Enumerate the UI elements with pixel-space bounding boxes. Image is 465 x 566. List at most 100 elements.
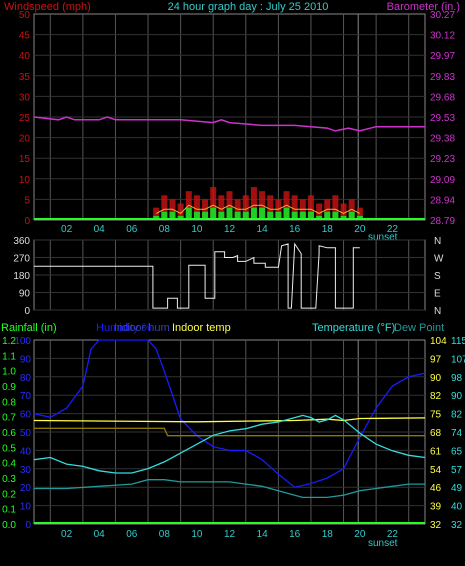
baro-tick-label: 29.53 [430, 113, 455, 124]
wind-tick-label: 25 [19, 113, 31, 124]
rain-tick-label: 0.1 [2, 505, 16, 516]
avg-wind-bar [275, 211, 282, 220]
baro-tick-label: 29.23 [430, 154, 455, 165]
indoor-temp-tick-label: 90 [430, 373, 442, 384]
rain-tick-label: 0.2 [2, 489, 16, 500]
humidity-tick-label: 100 [14, 336, 31, 347]
avg-wind-bar [291, 211, 298, 220]
rain-tick-label: 1.2 [2, 336, 16, 347]
temperature-axis-label: Temperature (°F) [312, 322, 395, 334]
x-tick-label-bottom: 06 [126, 529, 138, 540]
wind-tick-label: 10 [19, 175, 31, 186]
wind-direction-line [34, 242, 360, 309]
gust-bar [250, 187, 257, 220]
avg-wind-bar [316, 215, 323, 220]
temperature-tick-label: 82 [451, 410, 463, 421]
x-tick-label-bottom: 02 [61, 529, 73, 540]
windspeed-axis-label: Windspeed (mph) [4, 1, 91, 13]
compass-tick-label: N [434, 306, 441, 317]
gust-bar [242, 195, 249, 220]
gust-bar [316, 203, 323, 220]
avg-wind-bar [250, 207, 257, 220]
baro-tick-label: 29.83 [430, 72, 455, 83]
avg-wind-bar [193, 211, 200, 220]
x-tick-label-top: 10 [191, 224, 203, 235]
x-tick-label-top: 08 [159, 224, 171, 235]
baro-tick-label: 29.97 [430, 51, 455, 62]
indoor-temp-tick-label: 104 [430, 336, 447, 347]
indoor-humidity-line [34, 427, 425, 437]
baro-tick-label: 29.38 [430, 134, 455, 145]
baro-tick-label: 28.94 [430, 195, 455, 206]
x-tick-label-top: 06 [126, 224, 138, 235]
gust-bar [210, 187, 217, 220]
avg-wind-bar [356, 215, 363, 220]
x-tick-label-bottom: 14 [257, 529, 269, 540]
x-tick-label-top: 02 [61, 224, 73, 235]
gust-bar [161, 195, 168, 220]
chart-title: 24 hour graph day : July 25 2010 [168, 1, 329, 13]
rainfall-axis-label: Rainfall (in) [1, 322, 57, 334]
avg-wind-bar [267, 211, 274, 220]
x-tick-label-bottom: 18 [322, 529, 334, 540]
x-tick-label-top: 16 [289, 224, 301, 235]
humidity-tick-label: 60 [20, 410, 32, 421]
x-tick-label-bottom: 16 [289, 529, 301, 540]
temperature-tick-label: 32 [451, 520, 463, 531]
humidity-tick-label: 70 [20, 391, 32, 402]
wind-tick-label: 45 [19, 31, 31, 42]
avg-wind-bar [259, 207, 266, 220]
indoor-temp-tick-label: 32 [430, 520, 442, 531]
temperature-tick-label: 90 [451, 391, 463, 402]
temperature-line [33, 414, 426, 474]
rain-tick-label: 0.4 [2, 459, 16, 470]
temperature-tick-label: 74 [451, 428, 463, 439]
x-tick-label-top: 22 [387, 224, 399, 235]
avg-wind-bar [177, 215, 184, 220]
avg-wind-bar [299, 211, 306, 220]
x-tick-label-bottom: 20 [354, 529, 366, 540]
avg-wind-bar [332, 211, 339, 220]
humidity-tick-label: 20 [20, 483, 32, 494]
avg-wind-bar [153, 215, 160, 220]
baro-tick-label: 28.79 [430, 216, 455, 227]
indoor-temp-tick-label: 68 [430, 428, 442, 439]
temperature-tick-label: 40 [451, 502, 463, 513]
avg-wind-line [155, 204, 361, 215]
dew-point-legend: Dew Point [394, 322, 444, 334]
avg-wind-bar [226, 207, 233, 220]
avg-wind-bar [242, 211, 249, 220]
x-tick-label-top: 12 [224, 224, 236, 235]
humidity-tick-label: 80 [20, 373, 32, 384]
temperature-tick-label: 107 [451, 354, 465, 365]
humidity-tick-label: 0 [25, 520, 31, 531]
avg-wind-bar [340, 215, 347, 220]
avg-wind-bar [324, 211, 331, 220]
avg-wind-bar [283, 207, 290, 220]
barometer-line [33, 116, 425, 132]
wind-tick-label: 35 [19, 72, 31, 83]
gust-bar [267, 195, 274, 220]
wind-tick-label: 0 [24, 216, 30, 227]
baro-tick-label: 29.68 [430, 92, 455, 103]
baro-tick-label: 29.09 [430, 175, 455, 186]
sunset-label-top: sunset [368, 232, 398, 243]
x-tick-label-top: 18 [322, 224, 334, 235]
wind-tick-label: 50 [19, 10, 31, 21]
indoor-temp-tick-label: 75 [430, 410, 442, 421]
x-tick-label-top: 04 [94, 224, 106, 235]
avg-wind-bar [210, 207, 217, 220]
rain-tick-label: 0.6 [2, 428, 16, 439]
avg-wind-bar [161, 211, 168, 220]
indoor-temp-tick-label: 39 [430, 502, 442, 513]
indoor-temp-tick-label: 46 [430, 483, 442, 494]
indoor-temp-legend: Indoor temp [172, 322, 231, 334]
gust-bar [153, 207, 160, 220]
rain-tick-label: 0.8 [2, 397, 16, 408]
avg-wind-bar [185, 207, 192, 220]
x-tick-label-top: 20 [354, 224, 366, 235]
x-tick-label-bottom: 08 [159, 529, 171, 540]
direction-tick-label: 90 [19, 289, 31, 300]
x-tick-label-bottom: 12 [224, 529, 236, 540]
